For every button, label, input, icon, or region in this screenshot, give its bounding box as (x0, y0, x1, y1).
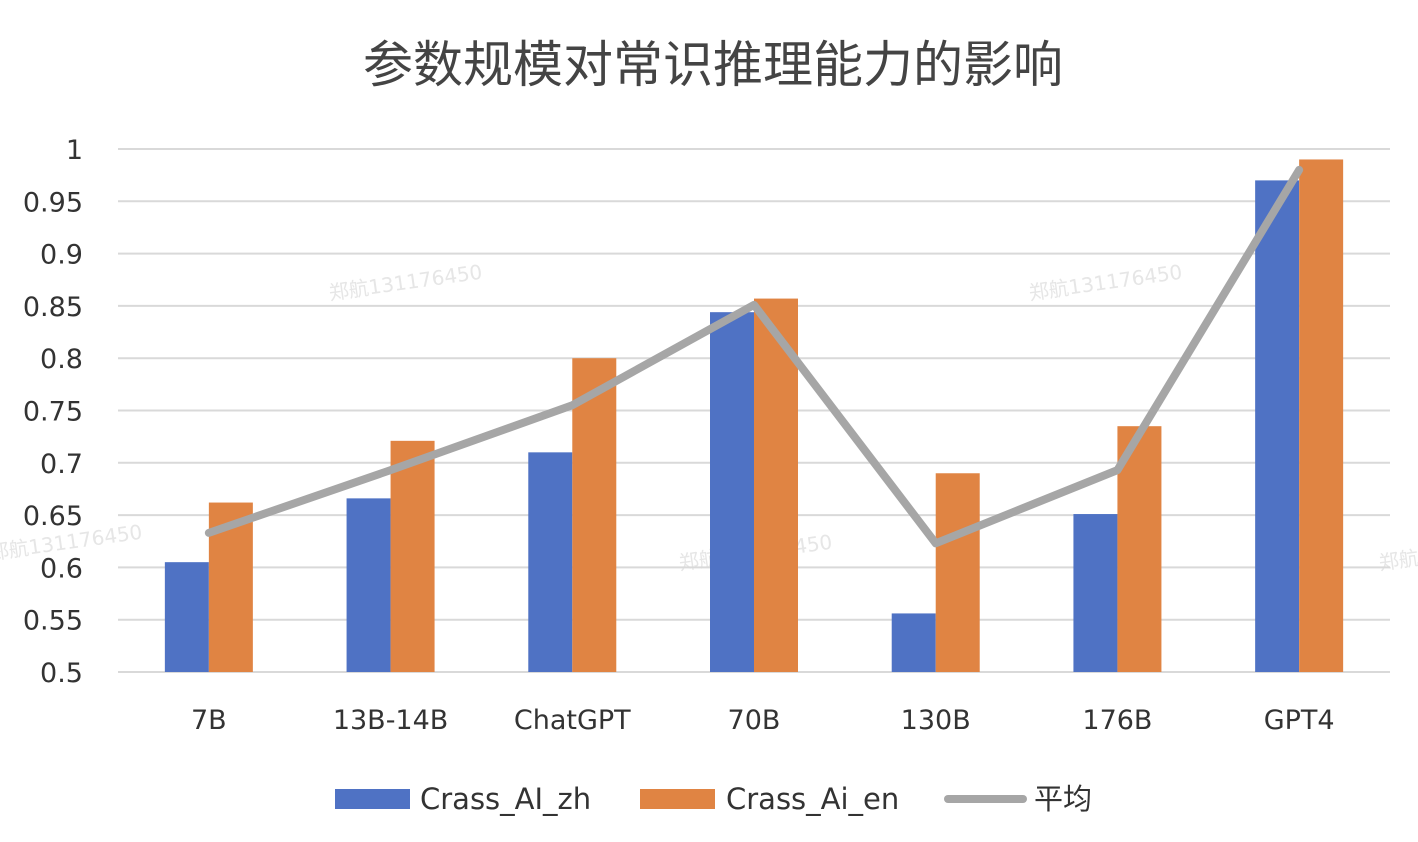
y-tick-label: 0.85 (23, 292, 83, 323)
bar-zh-2 (528, 452, 573, 672)
y-tick-label: 0.55 (23, 606, 83, 637)
y-tick-label: 0.6 (40, 553, 83, 584)
x-tick-label: 70B (728, 705, 781, 736)
y-tick-label: 0.65 (23, 501, 83, 532)
bar-en-4 (935, 473, 980, 672)
y-tick-label: 1 (66, 135, 83, 166)
x-axis-ticks: 7B 13B-14B ChatGPT 70B 130B 176B GPT4 (191, 705, 1335, 736)
bar-en-6 (1299, 159, 1344, 672)
y-tick-label: 0.8 (40, 344, 83, 375)
bar-en-1 (390, 440, 435, 672)
legend-label: 平均 (1034, 782, 1092, 816)
y-tick-label: 0.95 (23, 187, 83, 218)
x-tick-label: ChatGPT (514, 705, 631, 736)
legend-swatch (640, 789, 715, 809)
bar-zh-5 (1073, 514, 1118, 672)
x-tick-label: 176B (1082, 705, 1152, 736)
bar-zh-0 (164, 562, 209, 672)
bar-zh-6 (1255, 180, 1300, 672)
legend-label: Crass_Ai_en (726, 782, 899, 816)
x-tick-label: 13B-14B (333, 705, 449, 736)
watermark-text: 郑航131176450 (1027, 260, 1183, 305)
y-tick-label: 0.5 (40, 658, 83, 689)
bar-en-2 (572, 358, 617, 672)
legend-label: Crass_AI_zh (420, 782, 591, 816)
bar-zh-1 (346, 498, 391, 672)
bar-en-5 (1117, 426, 1162, 672)
bar-zh-4 (891, 613, 936, 672)
y-tick-label: 0.9 (40, 240, 83, 271)
watermark-text: 郑航131176450 (327, 260, 483, 305)
bar-en-3 (754, 298, 798, 672)
bar-zh-3 (710, 312, 754, 672)
y-tick-label: 0.7 (40, 449, 83, 480)
x-tick-label: GPT4 (1264, 705, 1335, 736)
x-tick-label: 130B (901, 705, 971, 736)
y-axis-ticks: 0.5 0.55 0.6 0.65 0.7 0.75 0.8 0.85 0.9 0.95 1 (23, 135, 83, 689)
y-tick-label: 0.75 (23, 397, 83, 428)
average-line (204, 165, 1304, 548)
average-line-layer (204, 165, 1304, 548)
bars (164, 159, 1344, 672)
legend-swatch (335, 789, 410, 809)
x-tick-label: 7B (191, 705, 227, 736)
chart-title: 参数规模对常识推理能力的影响 (363, 36, 1063, 94)
legend: Crass_AI_zh Crass_Ai_en 平均 (335, 782, 1092, 816)
